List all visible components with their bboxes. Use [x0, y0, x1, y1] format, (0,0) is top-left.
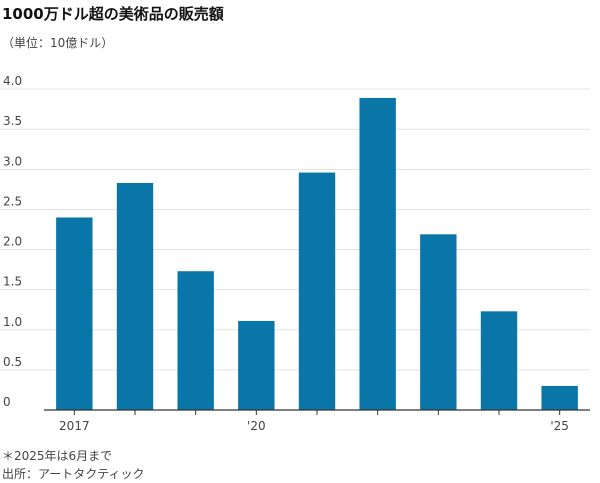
y-tick-label: 3.0: [3, 154, 22, 168]
bar-2019: [177, 271, 214, 410]
bar-2018: [116, 182, 154, 410]
y-tick-label: 4.0: [3, 74, 22, 88]
y-tick-label: 0: [3, 395, 11, 409]
y-tick-label: 2.5: [3, 194, 22, 208]
y-tick-label: 1.5: [3, 275, 22, 289]
y-tick-label: 2.0: [3, 235, 22, 249]
bar-2017: [56, 217, 93, 410]
y-tick-label: 3.5: [3, 114, 22, 128]
y-tick-label: 0.5: [3, 355, 22, 369]
x-axis: 2017 '20 '25: [44, 409, 590, 433]
y-axis-labels: 0 0.5 1.0 1.5 2.0 2.5 3.0 3.5 4.0: [3, 74, 22, 409]
source-note: 出所：アートタクティック: [2, 467, 145, 481]
x-tick-label: '20: [247, 419, 266, 433]
footnote: ＊2025年は6月まで: [2, 449, 113, 463]
bars: [56, 97, 578, 411]
bar-2023: [420, 234, 457, 410]
bar-2020: [238, 320, 275, 410]
chart-title: 1000万ドル超の美術品の販売額: [2, 5, 224, 23]
x-tick-label: '25: [550, 419, 569, 433]
bar-2024: [480, 311, 518, 410]
x-tick-label: 2017: [59, 419, 90, 433]
bar-2021: [298, 172, 336, 410]
bar-2025: [541, 385, 578, 410]
bar-2022: [359, 97, 396, 411]
y-axis-unit-label: （単位：10億ドル）: [2, 36, 114, 50]
y-tick-label: 1.0: [3, 315, 22, 329]
